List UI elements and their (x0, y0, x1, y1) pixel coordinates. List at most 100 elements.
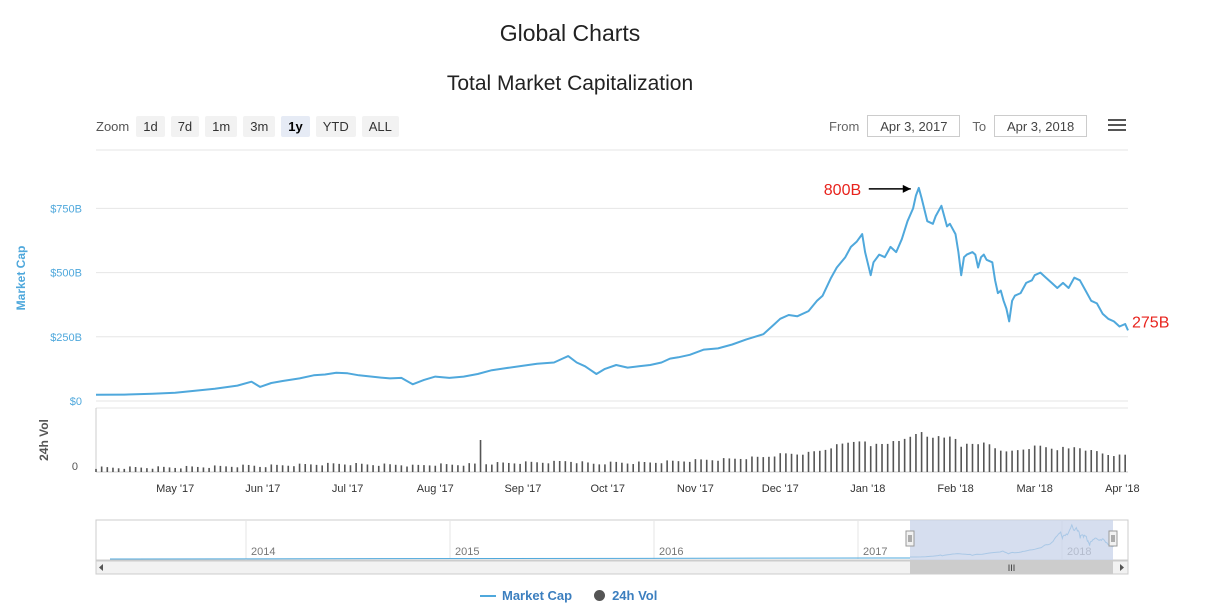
volume-bar (213, 465, 216, 472)
x-tick-label: Jan '18 (850, 483, 885, 495)
zoom-7d-button[interactable]: 7d (170, 115, 200, 137)
volume-bar (852, 441, 855, 472)
legend-label: 24h Vol (612, 588, 658, 603)
volume-bar (655, 462, 657, 472)
volume-bar (304, 464, 307, 472)
volume-bar (236, 467, 239, 472)
from-date-input[interactable] (867, 115, 961, 137)
zoom-1m-button[interactable]: 1m (205, 115, 238, 137)
x-tick-label: Apr '18 (1105, 483, 1140, 495)
volume-bar (157, 466, 160, 472)
volume-bar (677, 461, 680, 472)
volume-bar (1067, 448, 1070, 472)
volume-bar (598, 464, 601, 472)
volume-bar (406, 466, 408, 472)
scroll-left-arrow-icon[interactable] (99, 564, 103, 571)
volume-bar (1011, 450, 1013, 472)
volume-bar (604, 464, 606, 472)
volume-bar (530, 461, 533, 472)
volume-bar (202, 467, 205, 472)
volume-bar (796, 454, 798, 472)
volume-bar (717, 460, 719, 472)
navigator-handle[interactable] (1108, 530, 1118, 547)
volume-bar (281, 465, 284, 472)
volume-bar (479, 440, 482, 472)
volume-bar (954, 438, 957, 472)
volume-bar (100, 466, 103, 472)
volume-bar (949, 436, 951, 472)
y-axis-title: Market Cap (14, 246, 28, 311)
volume-bar (632, 464, 635, 472)
volume-bar (858, 441, 861, 472)
legend-market-cap[interactable]: Market Cap (480, 588, 572, 603)
peak-arrow-head-icon (902, 184, 911, 193)
volume-bar (926, 436, 929, 472)
volume-bar (134, 467, 137, 472)
y-tick-label: $500B (50, 268, 82, 280)
volume-bar (519, 463, 521, 472)
hamburger-menu-icon[interactable] (1108, 119, 1126, 133)
market-cap-line (95, 186, 1129, 396)
volume-bar (932, 437, 934, 472)
volume-bar (360, 463, 363, 472)
volume-bar (434, 465, 437, 472)
volume-bar (1107, 455, 1110, 472)
x-tick-label: Nov '17 (677, 483, 714, 495)
from-label: From (829, 118, 860, 134)
volume-bar (536, 462, 538, 472)
volume-bar (168, 467, 171, 472)
volume-bar (881, 443, 883, 472)
volume-bar (581, 461, 584, 472)
volume-bar (372, 465, 374, 472)
volume-bar (541, 462, 544, 472)
volume-bar (909, 436, 912, 472)
volume-bar (106, 467, 109, 472)
scroll-right-arrow-icon[interactable] (1120, 564, 1124, 571)
scrollbar-thumb[interactable] (910, 561, 1113, 574)
volume-bar (298, 463, 301, 472)
volume-bar (468, 463, 471, 472)
volume-bar (638, 461, 640, 472)
zoom-all-button[interactable]: ALL (361, 115, 399, 137)
volume-bar (683, 461, 685, 472)
volume-axis-title: 24h Vol (37, 419, 51, 461)
volume-bar (903, 438, 906, 472)
volume-bar (259, 466, 261, 472)
volume-bar (756, 456, 759, 472)
volume-bar (892, 441, 895, 472)
volume-bar (423, 465, 425, 472)
volume-bar (355, 463, 357, 472)
volume-bar (253, 465, 256, 472)
volume-bar (988, 444, 991, 472)
volume-bar (474, 463, 476, 472)
volume-bar (745, 459, 748, 472)
volume-bar (1118, 454, 1121, 472)
volume-bar (1005, 451, 1008, 472)
volume-bar (287, 465, 290, 472)
zoom-ytd-button[interactable]: YTD (315, 115, 356, 137)
volume-bar (264, 467, 267, 472)
volume-bar (1084, 450, 1087, 472)
volume-bar (937, 436, 940, 472)
volume-bar (802, 454, 804, 472)
navigator-selection (910, 520, 1113, 560)
volume-bar (705, 459, 708, 472)
volume-bar (700, 459, 702, 472)
volume-bar (242, 464, 244, 472)
volume-bar (208, 467, 210, 472)
zoom-3m-button[interactable]: 3m (243, 115, 276, 137)
volume-bar (824, 449, 827, 472)
volume-bar (1039, 445, 1042, 472)
to-date-input[interactable] (994, 115, 1088, 137)
zoom-1y-button[interactable]: 1y (281, 115, 310, 137)
volume-bar (191, 466, 193, 472)
navigator-year-label: 2015 (455, 546, 479, 558)
volume-bar (1124, 454, 1126, 472)
legend-24h-vol[interactable]: 24h Vol (594, 588, 657, 603)
volume-bar (112, 467, 114, 472)
navigator-series-flat (109, 557, 911, 560)
navigator-handle[interactable] (905, 530, 915, 547)
volume-bar (400, 465, 403, 472)
zoom-1d-button[interactable]: 1d (136, 115, 165, 137)
volume-bar (1090, 450, 1093, 472)
